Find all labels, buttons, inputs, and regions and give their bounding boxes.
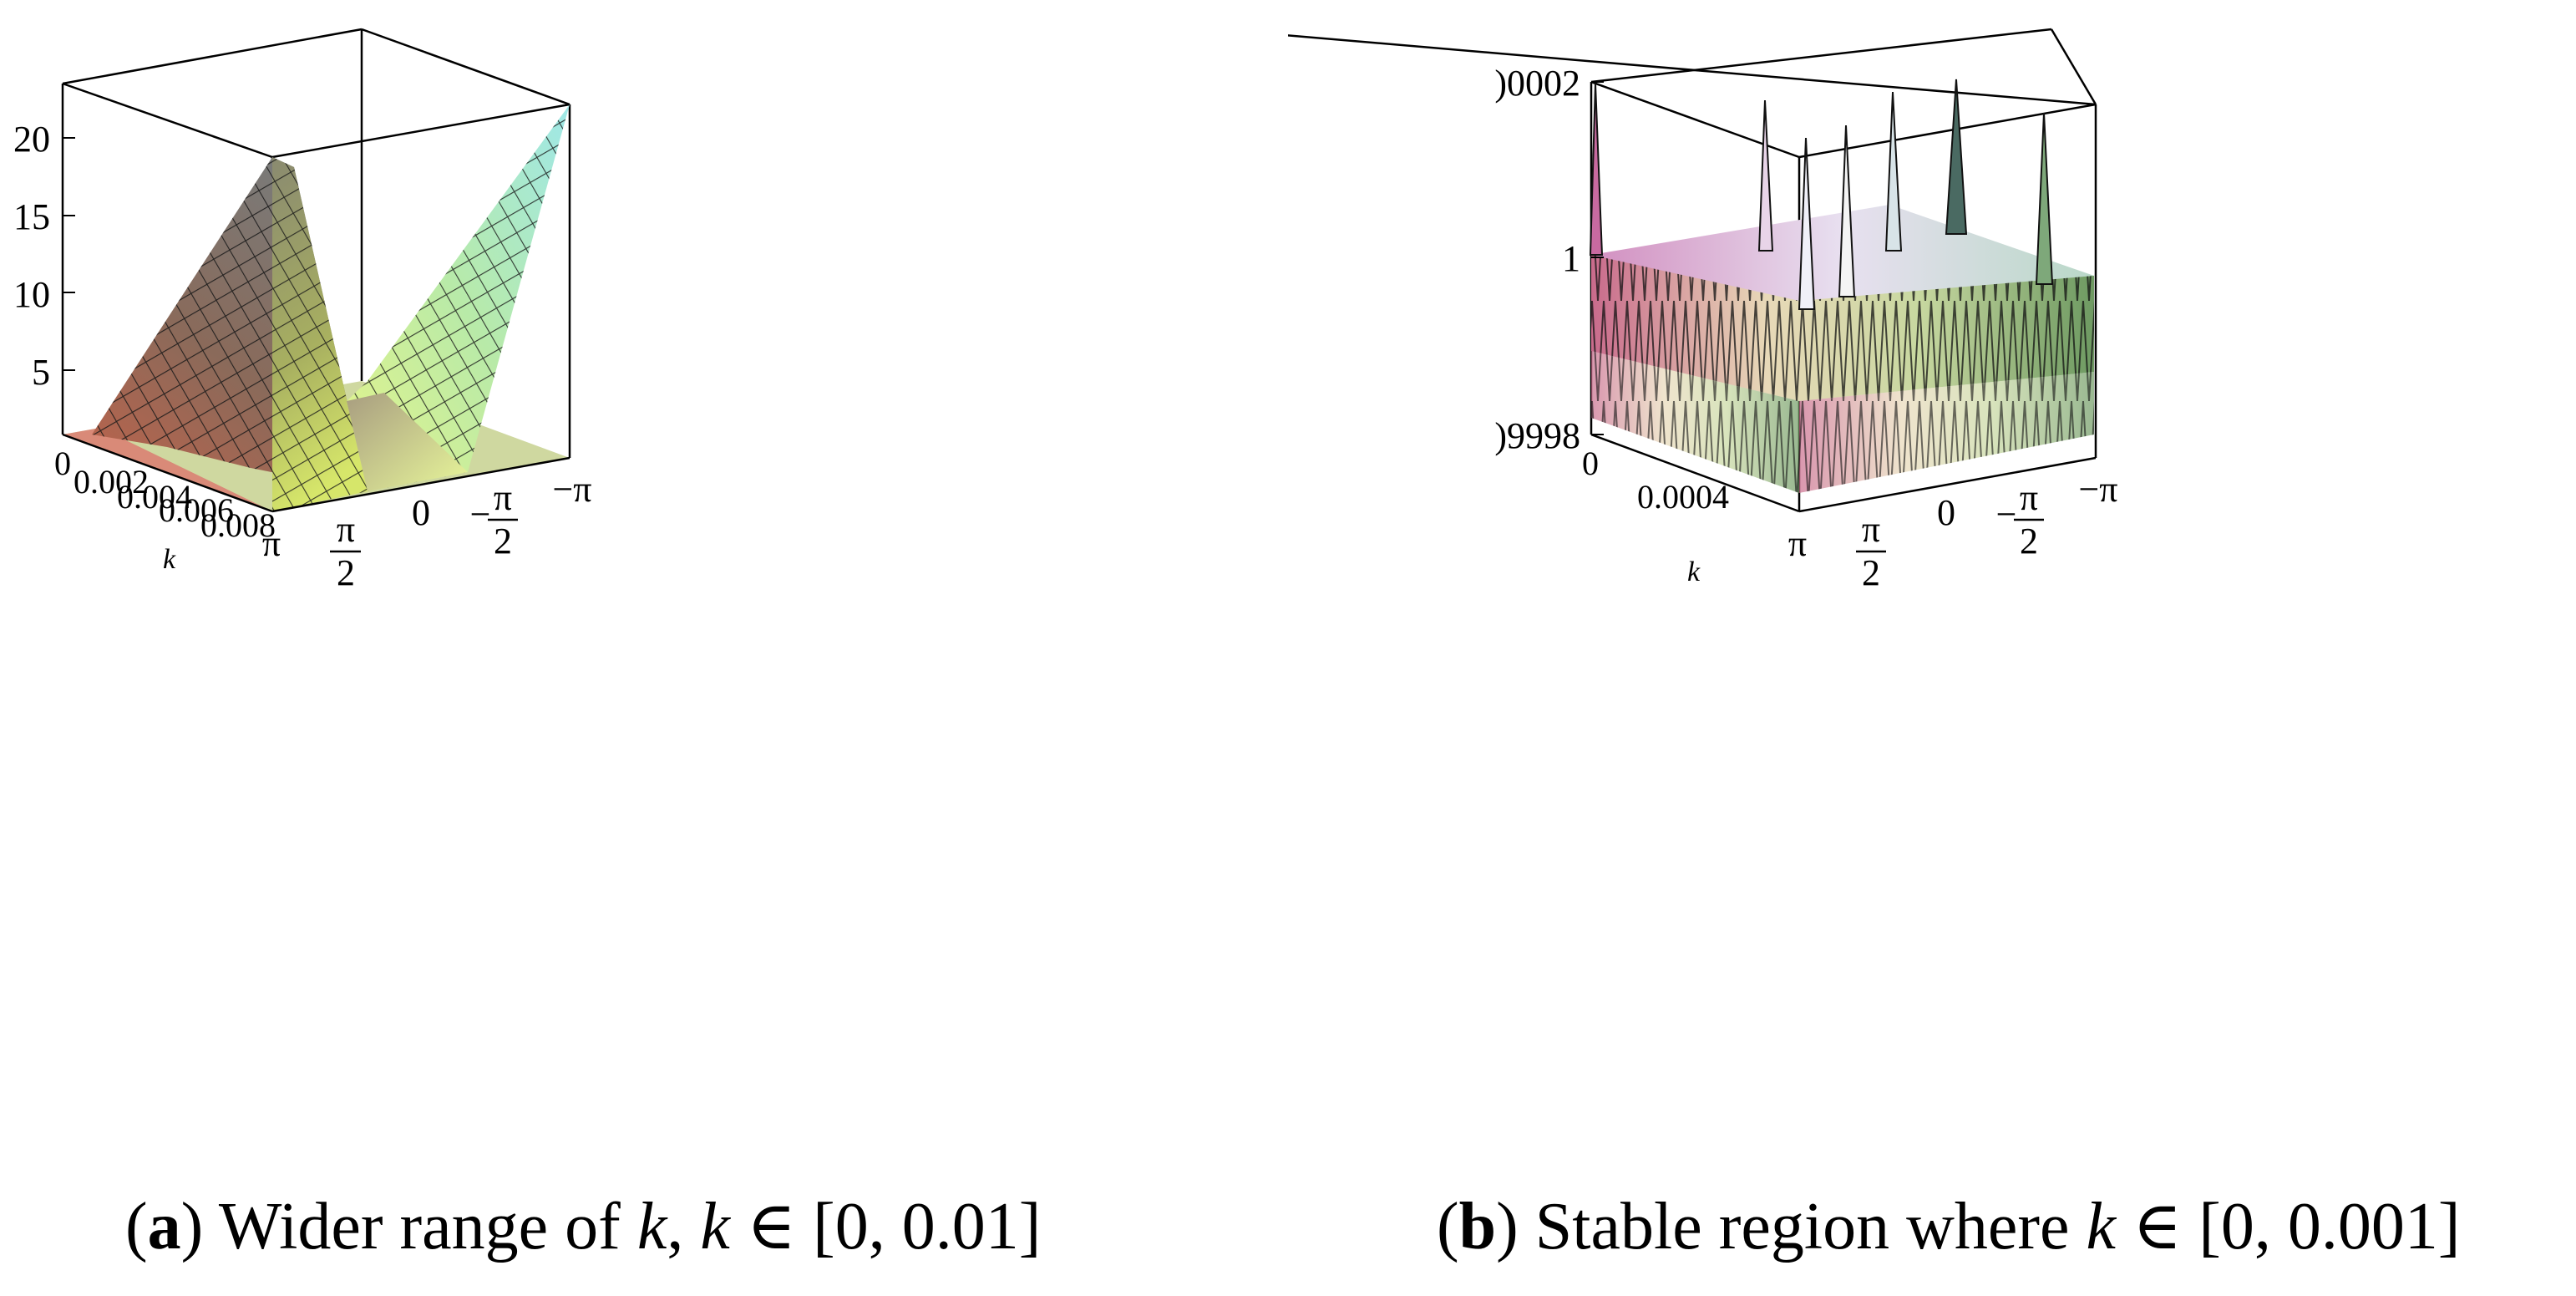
z-tick-label: 5	[32, 352, 50, 393]
caption-var: k	[2086, 1190, 2117, 1263]
k-axis-a: 0 0.002 0.004 0.006 0.008 k	[54, 445, 276, 575]
surface-b	[1589, 79, 2094, 493]
k-axis-label: k	[163, 544, 176, 575]
theta-axis-b: π π 2 0 − π 2 −π	[1788, 469, 2118, 593]
caption-range: ∈ [0, 0.001]	[2132, 1190, 2461, 1263]
caption-var: k	[636, 1190, 667, 1263]
theta-frac-den: 2	[494, 521, 512, 562]
theta-tick-label: π	[262, 523, 281, 564]
z-tick-label: 10	[13, 274, 50, 315]
caption-sep: ,	[667, 1190, 684, 1263]
caption-range: ∈ [0, 0.01]	[746, 1190, 1042, 1263]
theta-frac-num: π	[1862, 509, 1880, 550]
theta-frac-num: π	[337, 509, 355, 550]
z-tick-label: 20	[13, 119, 50, 160]
theta-frac-sign: −	[470, 494, 491, 535]
z-tick-label: 15	[13, 196, 50, 237]
k-tick-label: 0	[54, 445, 71, 482]
front-axes-a	[62, 433, 570, 513]
k-tick-label: 0.002	[74, 463, 149, 501]
k-tick-label: 0.0004	[1637, 478, 1729, 516]
front-axes-b	[1590, 433, 2097, 513]
k-axis-b: 0 0.0004 k	[1582, 445, 1729, 587]
z-tick-label: 1	[1562, 238, 1580, 279]
caption-a: (a) Wider range of k, k ∈ [0, 0.01]	[125, 1190, 1042, 1263]
caption-text: Stable region where	[1534, 1190, 2070, 1263]
z-ticks-a	[63, 137, 75, 371]
theta-tick-label: −π	[552, 469, 591, 510]
caption-var: k	[700, 1190, 730, 1263]
caption-label: a	[147, 1190, 181, 1263]
surface-plot-b: )0002 1 )9998 0 0.0004 k π π 2 0 − π 2 −…	[1215, 28, 2118, 593]
k-tick-label: 0.008	[200, 506, 276, 544]
k-tick-label: 0.004	[117, 478, 192, 516]
surface-a	[63, 104, 570, 511]
theta-frac-den: 2	[337, 552, 355, 593]
panel-a: 5 10 15 20 0 0.002 0.004 0.006 0.008 k π…	[13, 28, 592, 593]
k-axis-label: k	[1687, 557, 1701, 587]
surface-plot-a: 5 10 15 20 0 0.002 0.004 0.006 0.008 k π…	[13, 28, 592, 593]
theta-axis-a: π π 2 0 − π 2 −π	[262, 469, 592, 593]
theta-frac-sign: −	[1996, 494, 2017, 535]
caption-b: (b) Stable region where k ∈ [0, 0.001]	[1437, 1190, 2461, 1263]
k-tick-label: 0.006	[159, 491, 234, 529]
theta-tick-label: −π	[2078, 469, 2117, 510]
theta-frac-num: π	[2020, 477, 2038, 518]
theta-frac-den: 2	[2020, 521, 2038, 562]
z-ticks-b	[1591, 81, 1604, 435]
theta-frac-num: π	[494, 477, 512, 518]
theta-tick-label: 0	[412, 492, 430, 533]
z-tick-label: )9998	[1494, 415, 1580, 456]
theta-frac-den: 2	[1862, 552, 1880, 593]
caption-text: Wider range of	[218, 1190, 621, 1263]
k-tick-label: 0	[1582, 445, 1599, 482]
caption-label: b	[1458, 1190, 1497, 1263]
theta-tick-label: π	[1788, 523, 1807, 564]
panel-b: )0002 1 )9998 0 0.0004 k π π 2 0 − π 2 −…	[1215, 0, 2576, 1296]
theta-tick-label: 0	[1937, 492, 1955, 533]
z-tick-label: )0002	[1494, 63, 1580, 104]
